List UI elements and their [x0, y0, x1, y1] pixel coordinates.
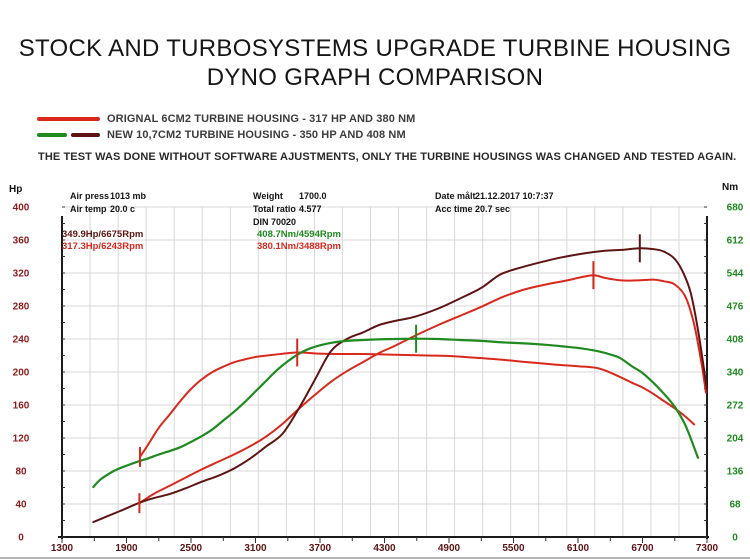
info-column-run: Date målt21.12.2017 10:7:37 Acc time 20.7… [435, 190, 554, 216]
hp-tick-label: 320 [13, 269, 30, 280]
rpm-tick-label: 7300 [696, 543, 719, 554]
original-hp-curve [138, 274, 707, 505]
date-value: 21.12.2017 10:7:37 [475, 191, 554, 201]
rpm-tick-label: 2500 [180, 543, 203, 554]
hp-tick-label: 160 [13, 401, 30, 412]
red-line-swatch-icon [37, 117, 100, 121]
total-ratio-value: 4.577 [299, 204, 322, 214]
acc-time-row: Acc time 20.7 sec [435, 203, 554, 216]
test-note: THE TEST WAS DONE WITHOUT SOFTWARE AJUST… [38, 151, 737, 163]
hp-readout-original: 317.3Hp/6243Rpm [62, 240, 144, 252]
hp-axis-unit: Hp [9, 184, 23, 195]
nm-tick-label: 0 [732, 533, 738, 544]
weight-label: Weight [253, 191, 283, 201]
acc-time-label: Acc time [435, 204, 473, 214]
legend-label-new: NEW 10,7CM2 TURBINE HOUSING - 350 HP AND… [107, 129, 406, 141]
hp-readouts: 349.9Hp/6675Rpm 317.3Hp/6243Rpm [62, 229, 143, 252]
nm-tick-label: 68 [729, 500, 741, 511]
rpm-tick-label: 3100 [244, 543, 267, 554]
air-temp-row: Air temp 20.0 c [70, 203, 146, 216]
legend-item-original: ORIGNAL 6CM2 TURBINE HOUSING - 317 HP AN… [37, 111, 415, 127]
hp-tick-label: 200 [13, 368, 30, 379]
legend-swatch-new [37, 133, 100, 137]
nm-tick-label: 204 [727, 434, 744, 445]
info-column-vehicle: Weight 1700.0 Total ratio 4.577 DIN 70020 [253, 190, 327, 229]
air-press-label: Air press [70, 191, 110, 201]
page-title-line1: STOCK AND TURBOSYSTEMS UPGRADE TURBINE H… [18, 35, 732, 62]
new-hp-curve [92, 247, 708, 524]
page-title-line2: DYNO GRAPH COMPARISON [206, 64, 544, 91]
air-temp-value: 20.0 c [110, 204, 136, 214]
hp-tick-label: 40 [15, 500, 27, 511]
date-row: Date målt21.12.2017 10:7:37 [435, 190, 554, 203]
legend-swatch-original [37, 117, 100, 121]
din-standard-label: DIN 70020 [253, 217, 297, 227]
hp-tick-label: 240 [13, 335, 30, 346]
nm-tick-label: 136 [727, 467, 744, 478]
rpm-tick-label: 5500 [502, 543, 525, 554]
nm-tick-label: 272 [727, 401, 744, 412]
new-nm-curve [92, 337, 700, 489]
nm-readout-original: 380.1Nm/3488Rpm [257, 240, 341, 252]
hp-tick-label: 80 [15, 467, 27, 478]
hp-tick-label: 360 [13, 236, 30, 247]
din-row: DIN 70020 [253, 216, 327, 229]
total-ratio-row: Total ratio 4.577 [253, 203, 327, 216]
weight-row: Weight 1700.0 [253, 190, 327, 203]
rpm-tick-label: 1900 [115, 543, 138, 554]
nm-tick-label: 680 [727, 203, 744, 214]
acc-time-value: 20.7 sec [475, 204, 511, 214]
hp-tick-label: 280 [13, 302, 30, 313]
nm-readout-new: 408.7Nm/4594Rpm [257, 229, 341, 240]
air-temp-label: Air temp [70, 204, 107, 214]
original-nm-curve [139, 351, 696, 458]
legend-label-original: ORIGNAL 6CM2 TURBINE HOUSING - 317 HP AN… [107, 113, 416, 125]
nm-tick-label: 612 [727, 236, 744, 247]
legend: ORIGNAL 6CM2 TURBINE HOUSING - 317 HP AN… [37, 111, 415, 143]
rpm-tick-label: 4900 [438, 543, 461, 554]
legend-item-new: NEW 10,7CM2 TURBINE HOUSING - 350 HP AND… [37, 127, 415, 143]
weight-value: 1700.0 [299, 191, 327, 201]
green-line-swatch-icon [37, 133, 67, 137]
nm-tick-label: 408 [727, 335, 744, 346]
rpm-tick-label: 6700 [631, 543, 654, 554]
rpm-tick-label: 3700 [309, 543, 332, 554]
info-column-environment: Air press1013 mb Air temp 20.0 c [70, 190, 146, 216]
hp-readout-new: 349.9Hp/6675Rpm [62, 229, 144, 240]
rpm-tick-label: 6100 [567, 543, 590, 554]
total-ratio-label: Total ratio [253, 204, 296, 214]
nm-readouts: 408.7Nm/4594Rpm 380.1Nm/3488Rpm [257, 229, 341, 252]
page-title: STOCK AND TURBOSYSTEMS UPGRADE TURBINE H… [0, 34, 750, 92]
hp-tick-label: 0 [18, 533, 24, 544]
nm-tick-label: 544 [727, 269, 744, 280]
image-bottom-border [0, 557, 750, 559]
maroon-line-swatch-icon [71, 133, 100, 137]
hp-tick-label: 120 [13, 434, 30, 445]
rpm-tick-label: 1300 [51, 543, 74, 554]
rpm-tick-label: 4300 [373, 543, 396, 554]
nm-axis-unit: Nm [722, 182, 739, 193]
air-press-row: Air press1013 mb [70, 190, 146, 203]
air-press-value: 1013 mb [110, 191, 147, 201]
nm-tick-label: 340 [727, 368, 744, 379]
date-label: Date målt [435, 191, 476, 201]
nm-tick-label: 476 [727, 302, 744, 313]
hp-tick-label: 400 [13, 203, 30, 214]
